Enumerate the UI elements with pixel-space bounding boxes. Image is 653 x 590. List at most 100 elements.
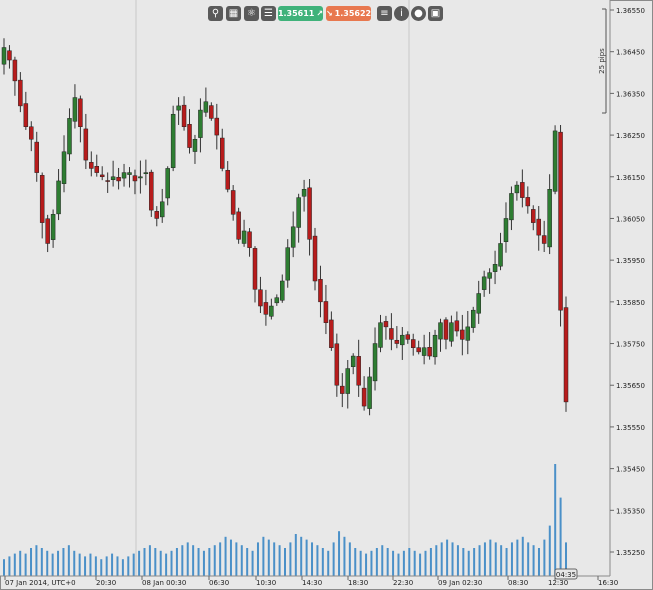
- volume-bar: [537, 548, 540, 576]
- volume-bar: [132, 553, 135, 576]
- candle-body: [340, 385, 345, 394]
- volume-bar: [332, 542, 335, 576]
- drawing-tools-icon[interactable]: ☰: [261, 6, 276, 21]
- candle-body: [61, 151, 67, 184]
- x-tick-label: 12:30: [548, 579, 568, 587]
- buy-price-button[interactable]: 1.35611 ↗: [278, 6, 323, 21]
- candle-body: [290, 226, 296, 248]
- volume-bar: [78, 553, 81, 576]
- candle-body: [99, 174, 105, 178]
- volume-bar: [46, 550, 49, 576]
- objects-icon[interactable]: ●: [411, 6, 426, 21]
- volume-bar: [338, 531, 341, 576]
- volume-bar: [543, 539, 546, 576]
- volume-bar: [494, 542, 497, 576]
- volume-bar: [8, 556, 11, 576]
- volume-bar: [446, 539, 449, 576]
- y-tick-label: 1.35650: [616, 382, 645, 390]
- x-tick-label: 07 Jan 2014, UTC+0: [5, 579, 76, 587]
- volume-bar: [3, 559, 5, 576]
- candle-body: [481, 276, 487, 290]
- info-icon[interactable]: i: [394, 6, 409, 21]
- candle-body: [198, 109, 203, 138]
- volume-bar: [365, 553, 368, 576]
- volume-bar: [116, 556, 119, 576]
- volume-bar: [510, 542, 513, 576]
- volume-bar: [343, 536, 346, 576]
- candle-body: [110, 176, 116, 180]
- x-tick-label: 08 Jan 00:30: [142, 579, 186, 587]
- order-list-icon[interactable]: ≡: [377, 6, 392, 21]
- volume-bar: [181, 545, 184, 576]
- candle-body: [498, 243, 503, 267]
- candle-body: [203, 101, 209, 113]
- candle-body: [34, 141, 39, 173]
- volume-bar: [327, 550, 330, 576]
- volume-bar: [521, 536, 524, 576]
- candle-body: [176, 105, 181, 111]
- candle-body: [460, 329, 465, 340]
- volume-bar: [424, 550, 427, 576]
- volume-bar: [473, 548, 476, 576]
- volume-bar: [154, 548, 157, 576]
- candle-body: [263, 302, 269, 315]
- volume-bar: [402, 550, 405, 576]
- day-separators: [135, 0, 410, 576]
- volume-bar: [375, 548, 378, 576]
- y-tick-label: 1.36250: [616, 132, 645, 140]
- candle-body: [383, 321, 389, 328]
- volume-bar: [440, 542, 443, 576]
- volume-bar: [532, 545, 535, 576]
- volume-bar: [219, 542, 222, 576]
- candle-body: [449, 322, 454, 342]
- candle-body: [23, 103, 29, 127]
- candle-body: [127, 172, 132, 175]
- pip-scale: 25 pips: [598, 8, 607, 114]
- volume-bar: [408, 548, 411, 576]
- candle-body: [405, 334, 411, 340]
- candle-body: [509, 193, 514, 221]
- y-tick-label: 1.35250: [616, 549, 645, 557]
- volume-bar: [289, 542, 292, 576]
- y-tick-label: 1.36150: [616, 174, 645, 182]
- zoom-icon[interactable]: ⚲: [208, 6, 223, 21]
- candle-body: [209, 105, 214, 119]
- candle-body: [312, 235, 318, 282]
- volume-bar: [170, 550, 173, 576]
- price-axis: 1.36550 1.36450 1.36350 1.36250 1.36150 1.360…: [610, 7, 645, 557]
- candle-body: [220, 137, 225, 169]
- candle-body: [514, 184, 520, 194]
- volume-bar: [67, 545, 70, 576]
- candle-body: [39, 175, 45, 223]
- screenshot-icon[interactable]: ▣: [428, 6, 443, 21]
- candle-body: [334, 343, 340, 386]
- sell-price-button[interactable]: ↘ 1.35622: [326, 6, 371, 21]
- volume-bar: [489, 539, 492, 576]
- volume-bar: [311, 542, 314, 576]
- indicators-icon[interactable]: ⚛: [244, 6, 259, 21]
- volume-bar: [127, 556, 130, 576]
- candle-body: [520, 182, 525, 198]
- candle-body: [470, 309, 476, 328]
- volume-bar: [165, 553, 168, 576]
- candle-body: [7, 50, 12, 61]
- chart-settings-icon[interactable]: ▦: [226, 6, 241, 21]
- candle-body: [1, 47, 7, 65]
- candles: [1, 38, 569, 416]
- candle-body: [410, 339, 416, 348]
- volume-bar: [419, 553, 422, 576]
- candle-body: [116, 177, 121, 182]
- candle-body: [247, 231, 252, 248]
- volume-bar: [294, 534, 297, 576]
- volume-bar: [554, 464, 557, 576]
- volume-bar: [392, 550, 395, 576]
- candle-body: [252, 248, 258, 290]
- volume-bar: [321, 548, 324, 576]
- candle-body: [225, 170, 230, 190]
- volume-bar: [121, 559, 124, 576]
- candle-body: [187, 124, 192, 148]
- volume-bar: [467, 550, 470, 576]
- volume-bar: [381, 545, 384, 576]
- candle-body: [296, 197, 301, 228]
